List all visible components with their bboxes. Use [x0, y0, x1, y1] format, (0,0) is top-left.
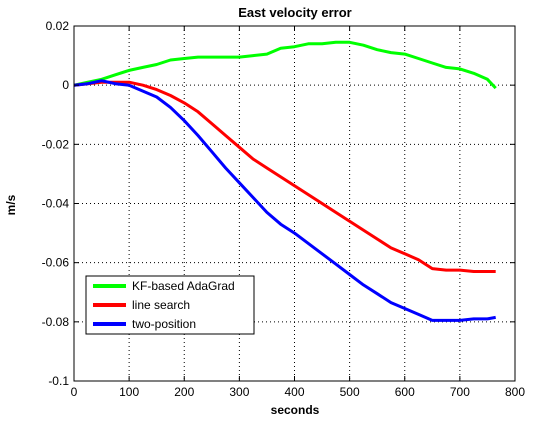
- x-tick-label: 300: [229, 385, 249, 399]
- legend-label-2: line search: [132, 298, 190, 312]
- y-tick-label: -0.08: [42, 315, 70, 329]
- x-tick-label: 500: [340, 385, 360, 399]
- series-line-1: [73, 40, 497, 90]
- y-tick-label: -0.1: [48, 374, 69, 388]
- legend: KF-based AdaGrad line search two-position: [85, 275, 255, 335]
- x-axis-label: seconds: [271, 403, 320, 417]
- y-tick-label: 0: [62, 78, 69, 92]
- y-tick-label: -0.02: [42, 137, 70, 151]
- series-line-3: [73, 79, 496, 322]
- x-tick-label: 800: [505, 385, 525, 399]
- y-axis-label: m/s: [4, 194, 18, 215]
- y-tick-label: -0.06: [42, 256, 70, 270]
- x-tick-label: 400: [284, 385, 304, 399]
- x-tick-label: 600: [395, 385, 415, 399]
- legend-label-1: KF-based AdaGrad: [132, 279, 235, 293]
- y-tick-label: -0.04: [42, 197, 70, 211]
- legend-label-3: two-position: [132, 317, 196, 331]
- x-tick-label: 700: [450, 385, 470, 399]
- chart-title: East velocity error: [238, 5, 351, 20]
- x-tick-label: 200: [174, 385, 194, 399]
- x-tick-label: 100: [119, 385, 139, 399]
- series-line-2: [73, 80, 496, 273]
- x-tick-label: 0: [71, 385, 78, 399]
- y-tick-label: 0.02: [46, 19, 70, 33]
